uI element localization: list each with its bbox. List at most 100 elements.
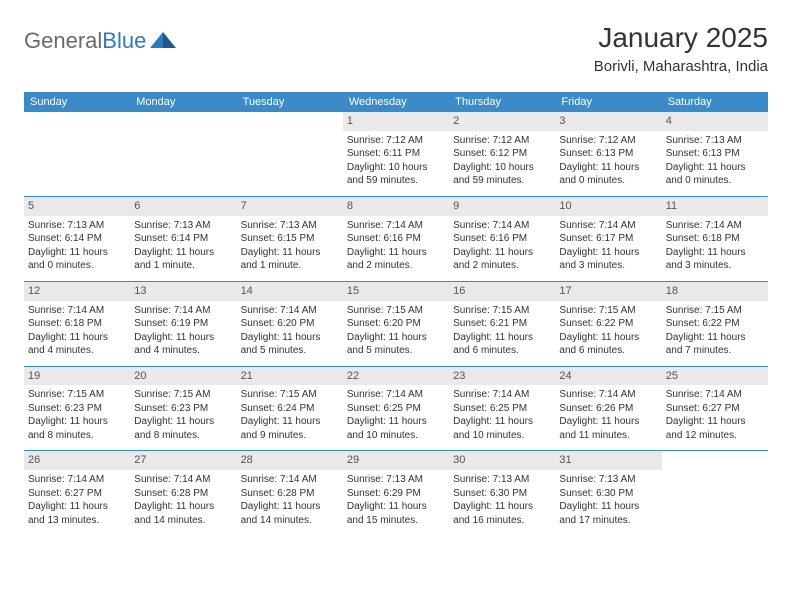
sunset-text: Sunset: 6:16 PM	[347, 232, 445, 246]
daylight-text: Daylight: 11 hours and 5 minutes.	[241, 331, 339, 358]
day-number: 11	[662, 197, 768, 216]
calendar: SundayMondayTuesdayWednesdayThursdayFrid…	[24, 92, 768, 535]
calendar-day-cell: 10Sunrise: 7:14 AMSunset: 6:17 PMDayligh…	[555, 197, 661, 281]
sunrise-text: Sunrise: 7:14 AM	[666, 219, 764, 233]
sunset-text: Sunset: 6:28 PM	[134, 487, 232, 501]
daylight-text: Daylight: 11 hours and 4 minutes.	[28, 331, 126, 358]
sunset-text: Sunset: 6:16 PM	[453, 232, 551, 246]
sunset-text: Sunset: 6:30 PM	[453, 487, 551, 501]
daylight-text: Daylight: 11 hours and 2 minutes.	[347, 246, 445, 273]
location-label: Borivli, Maharashtra, India	[594, 58, 768, 75]
sunset-text: Sunset: 6:28 PM	[241, 487, 339, 501]
daylight-text: Daylight: 11 hours and 0 minutes.	[559, 161, 657, 188]
calendar-day-cell: 27Sunrise: 7:14 AMSunset: 6:28 PMDayligh…	[130, 451, 236, 535]
weekday-header: Friday	[555, 92, 661, 112]
day-number: 17	[555, 282, 661, 301]
sunset-text: Sunset: 6:29 PM	[347, 487, 445, 501]
day-number: 2	[449, 112, 555, 131]
weekday-header: Sunday	[24, 92, 130, 112]
sunrise-text: Sunrise: 7:15 AM	[241, 388, 339, 402]
calendar-day-cell: 9Sunrise: 7:14 AMSunset: 6:16 PMDaylight…	[449, 197, 555, 281]
sunset-text: Sunset: 6:14 PM	[134, 232, 232, 246]
day-number: 21	[237, 367, 343, 386]
day-number: 14	[237, 282, 343, 301]
sunset-text: Sunset: 6:25 PM	[453, 402, 551, 416]
day-number: 29	[343, 451, 449, 470]
sunset-text: Sunset: 6:20 PM	[347, 317, 445, 331]
sunrise-text: Sunrise: 7:14 AM	[28, 473, 126, 487]
weekday-header: Thursday	[449, 92, 555, 112]
daylight-text: Daylight: 11 hours and 0 minutes.	[666, 161, 764, 188]
sunset-text: Sunset: 6:12 PM	[453, 147, 551, 161]
weekday-header-row: SundayMondayTuesdayWednesdayThursdayFrid…	[24, 92, 768, 112]
calendar-day-cell: 7Sunrise: 7:13 AMSunset: 6:15 PMDaylight…	[237, 197, 343, 281]
calendar-day-cell: 18Sunrise: 7:15 AMSunset: 6:22 PMDayligh…	[662, 282, 768, 366]
sunrise-text: Sunrise: 7:13 AM	[666, 134, 764, 148]
calendar-day-cell: 29Sunrise: 7:13 AMSunset: 6:29 PMDayligh…	[343, 451, 449, 535]
sunrise-text: Sunrise: 7:13 AM	[134, 219, 232, 233]
sunset-text: Sunset: 6:24 PM	[241, 402, 339, 416]
sunrise-text: Sunrise: 7:13 AM	[347, 473, 445, 487]
sunset-text: Sunset: 6:20 PM	[241, 317, 339, 331]
sunset-text: Sunset: 6:23 PM	[134, 402, 232, 416]
daylight-text: Daylight: 11 hours and 3 minutes.	[559, 246, 657, 273]
daylight-text: Daylight: 11 hours and 7 minutes.	[666, 331, 764, 358]
day-number: 18	[662, 282, 768, 301]
sunrise-text: Sunrise: 7:13 AM	[453, 473, 551, 487]
calendar-day-cell: 28Sunrise: 7:14 AMSunset: 6:28 PMDayligh…	[237, 451, 343, 535]
daylight-text: Daylight: 11 hours and 1 minute.	[241, 246, 339, 273]
sunset-text: Sunset: 6:26 PM	[559, 402, 657, 416]
day-number: 7	[237, 197, 343, 216]
daylight-text: Daylight: 11 hours and 10 minutes.	[347, 415, 445, 442]
day-number: 4	[662, 112, 768, 131]
sunset-text: Sunset: 6:17 PM	[559, 232, 657, 246]
calendar-day-cell: 23Sunrise: 7:14 AMSunset: 6:25 PMDayligh…	[449, 367, 555, 451]
calendar-day-cell: 8Sunrise: 7:14 AMSunset: 6:16 PMDaylight…	[343, 197, 449, 281]
sunset-text: Sunset: 6:11 PM	[347, 147, 445, 161]
calendar-day-cell: 15Sunrise: 7:15 AMSunset: 6:20 PMDayligh…	[343, 282, 449, 366]
sunrise-text: Sunrise: 7:15 AM	[134, 388, 232, 402]
brand-logo: GeneralBlue	[24, 28, 176, 54]
sunrise-text: Sunrise: 7:15 AM	[559, 304, 657, 318]
month-title: January 2025	[594, 22, 768, 54]
calendar-day-cell: 24Sunrise: 7:14 AMSunset: 6:26 PMDayligh…	[555, 367, 661, 451]
daylight-text: Daylight: 11 hours and 12 minutes.	[666, 415, 764, 442]
daylight-text: Daylight: 11 hours and 10 minutes.	[453, 415, 551, 442]
sunrise-text: Sunrise: 7:13 AM	[241, 219, 339, 233]
sunset-text: Sunset: 6:18 PM	[666, 232, 764, 246]
day-number: 3	[555, 112, 661, 131]
day-number: 28	[237, 451, 343, 470]
day-number: 20	[130, 367, 236, 386]
calendar-day-cell: 31Sunrise: 7:13 AMSunset: 6:30 PMDayligh…	[555, 451, 661, 535]
calendar-day-cell: 1Sunrise: 7:12 AMSunset: 6:11 PMDaylight…	[343, 112, 449, 196]
calendar-day-cell: 26Sunrise: 7:14 AMSunset: 6:27 PMDayligh…	[24, 451, 130, 535]
brand-part1: General	[24, 28, 102, 54]
sunrise-text: Sunrise: 7:12 AM	[453, 134, 551, 148]
sunrise-text: Sunrise: 7:14 AM	[134, 473, 232, 487]
day-number: 16	[449, 282, 555, 301]
logo-triangle-icon	[150, 28, 176, 54]
calendar-day-cell: .	[662, 451, 768, 535]
calendar-day-cell: 30Sunrise: 7:13 AMSunset: 6:30 PMDayligh…	[449, 451, 555, 535]
sunset-text: Sunset: 6:27 PM	[28, 487, 126, 501]
calendar-week-row: 12Sunrise: 7:14 AMSunset: 6:18 PMDayligh…	[24, 281, 768, 366]
day-number: 19	[24, 367, 130, 386]
sunset-text: Sunset: 6:13 PM	[666, 147, 764, 161]
calendar-day-cell: 6Sunrise: 7:13 AMSunset: 6:14 PMDaylight…	[130, 197, 236, 281]
calendar-day-cell: 17Sunrise: 7:15 AMSunset: 6:22 PMDayligh…	[555, 282, 661, 366]
sunset-text: Sunset: 6:19 PM	[134, 317, 232, 331]
calendar-day-cell: 16Sunrise: 7:15 AMSunset: 6:21 PMDayligh…	[449, 282, 555, 366]
day-number: 24	[555, 367, 661, 386]
daylight-text: Daylight: 11 hours and 4 minutes.	[134, 331, 232, 358]
sunset-text: Sunset: 6:18 PM	[28, 317, 126, 331]
sunset-text: Sunset: 6:30 PM	[559, 487, 657, 501]
calendar-day-cell: 5Sunrise: 7:13 AMSunset: 6:14 PMDaylight…	[24, 197, 130, 281]
sunset-text: Sunset: 6:23 PM	[28, 402, 126, 416]
weekday-header: Wednesday	[343, 92, 449, 112]
daylight-text: Daylight: 11 hours and 11 minutes.	[559, 415, 657, 442]
calendar-day-cell: 12Sunrise: 7:14 AMSunset: 6:18 PMDayligh…	[24, 282, 130, 366]
calendar-day-cell: 25Sunrise: 7:14 AMSunset: 6:27 PMDayligh…	[662, 367, 768, 451]
daylight-text: Daylight: 11 hours and 17 minutes.	[559, 500, 657, 527]
sunrise-text: Sunrise: 7:12 AM	[347, 134, 445, 148]
calendar-week-row: 19Sunrise: 7:15 AMSunset: 6:23 PMDayligh…	[24, 366, 768, 451]
